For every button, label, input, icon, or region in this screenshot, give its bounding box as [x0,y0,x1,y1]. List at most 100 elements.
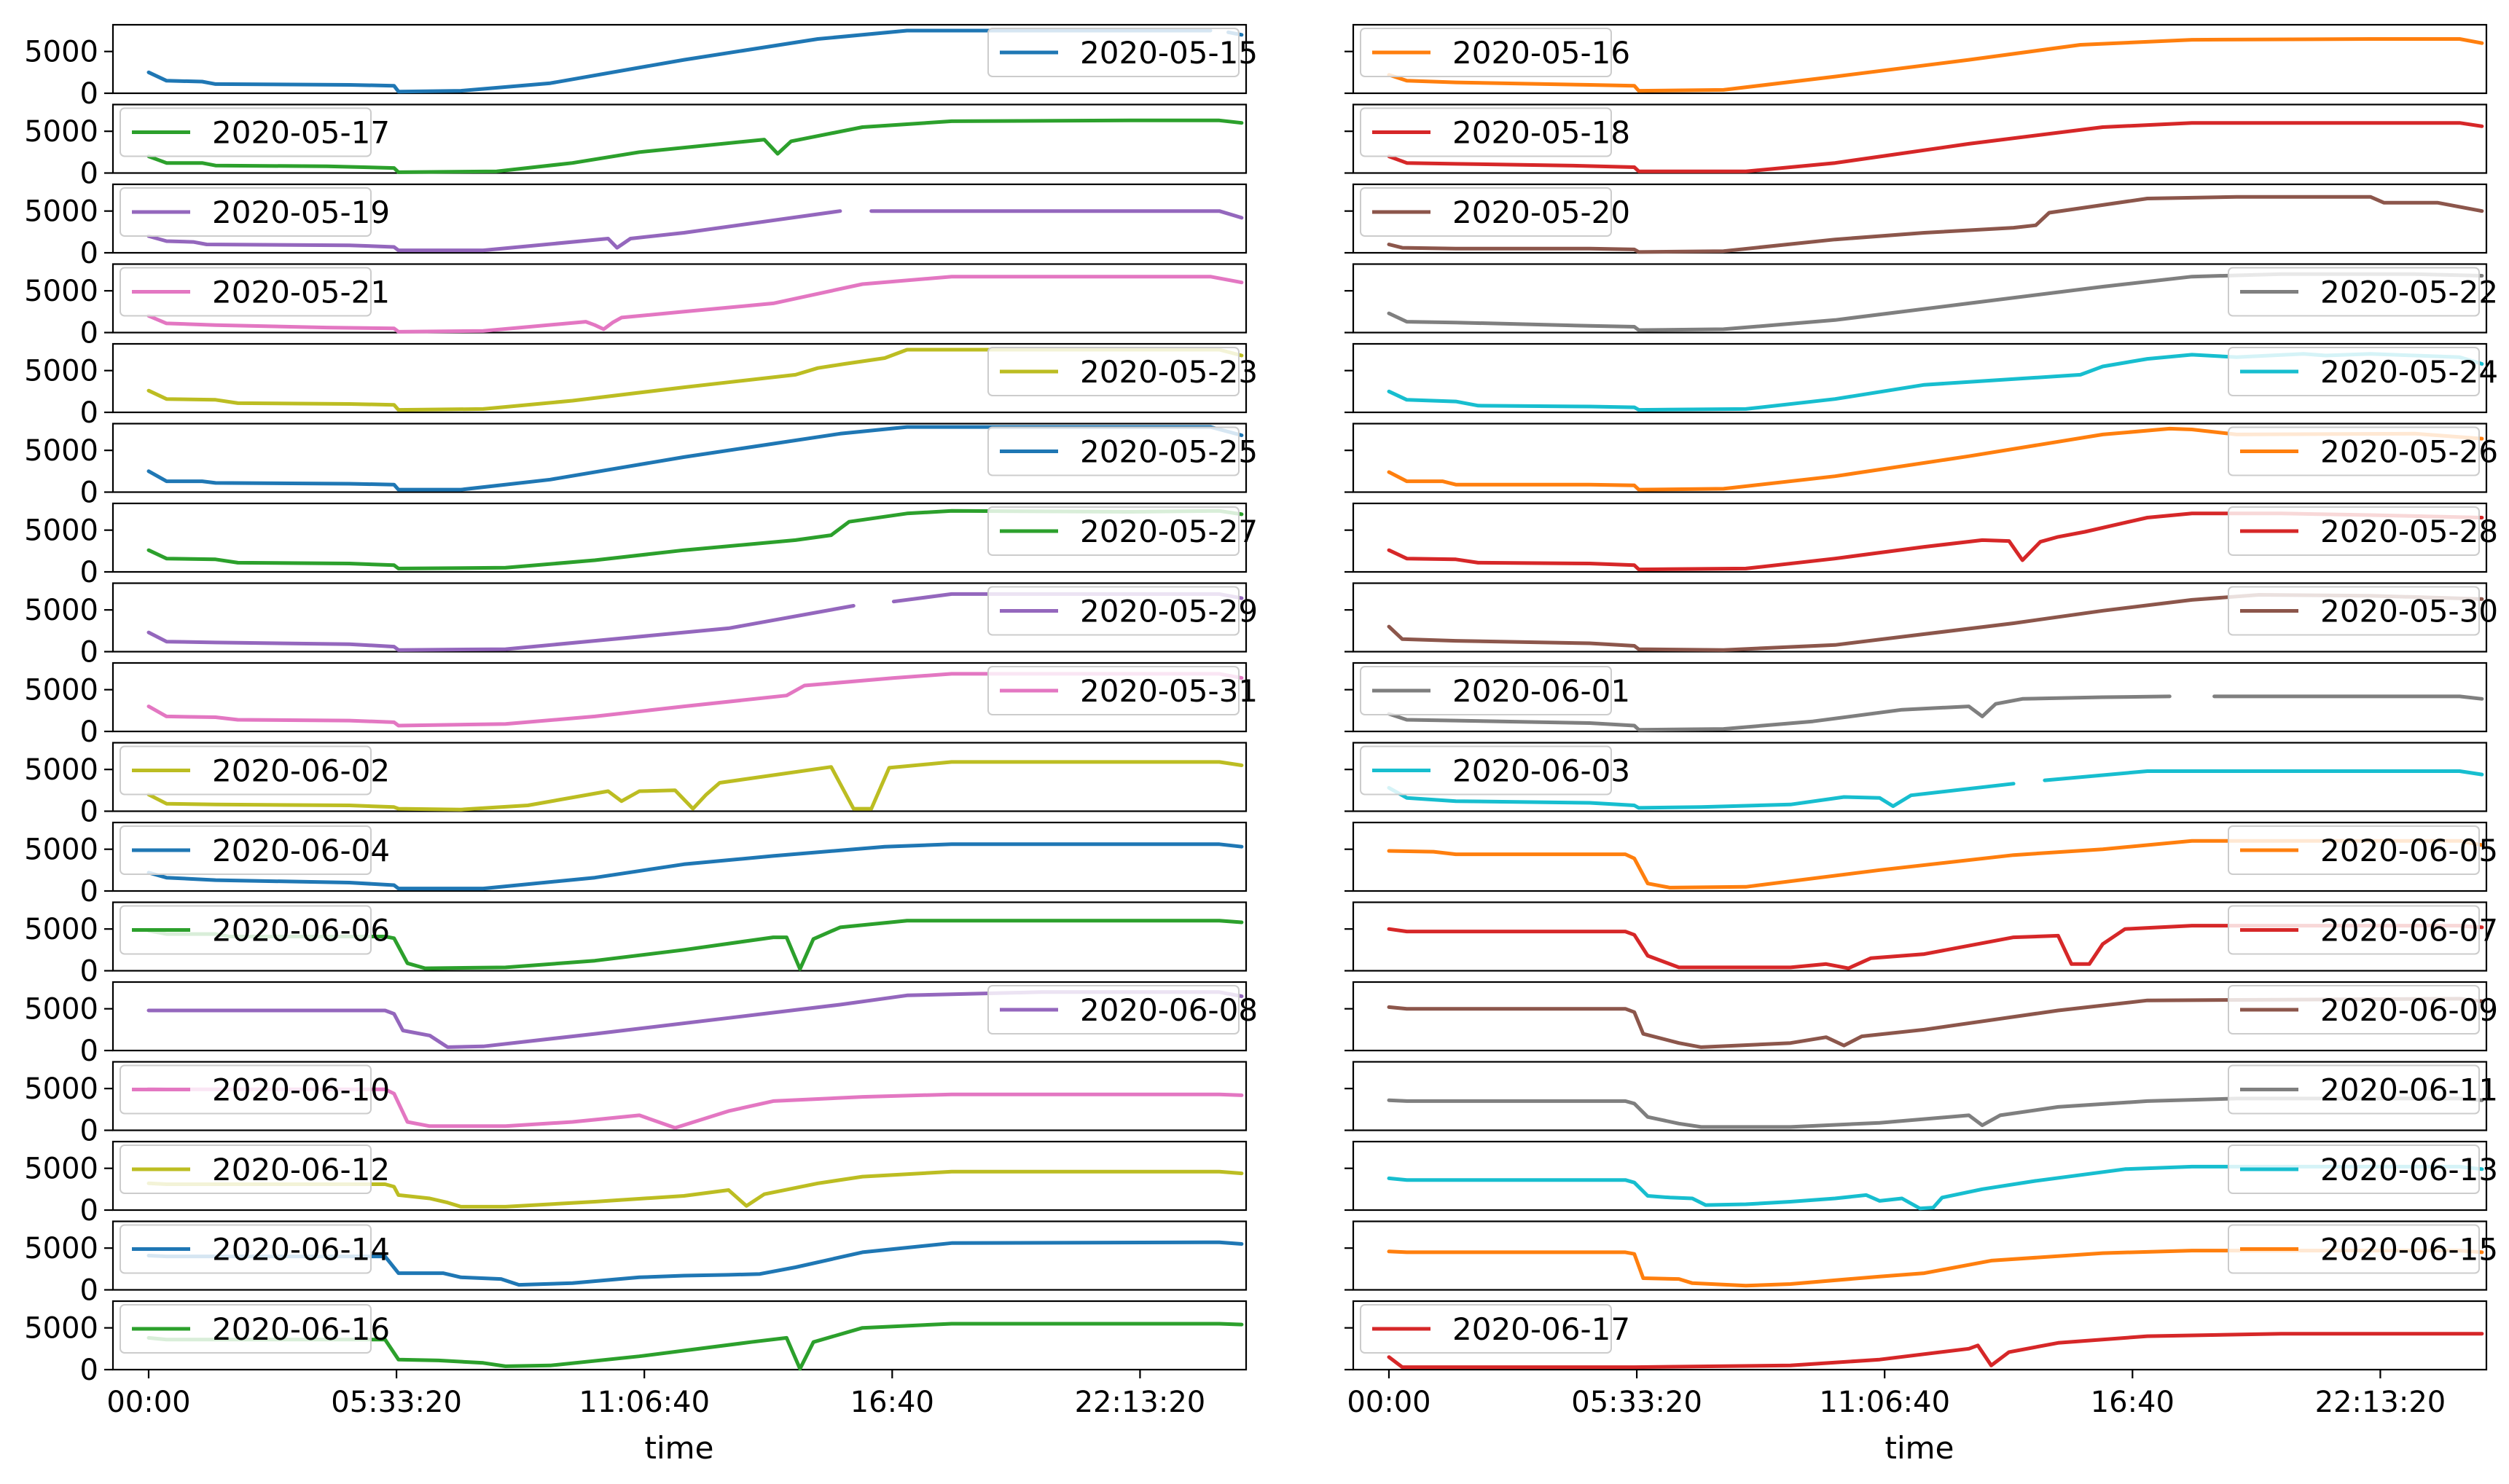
panel-frame [111,342,1248,414]
legend-box [987,426,1240,476]
legend-label: 2020-05-24 [2320,354,2498,390]
y-tick-label: 5000 [24,1232,98,1265]
panel-frame [111,502,1248,573]
legend-2020-06-04: 2020-06-04 [120,825,390,875]
x-axis-right: 00:00 05:33:20 11:06:40 16:40 22:13:20 [1347,1370,2446,1419]
legend-label: 2020-05-21 [212,275,390,310]
panel-2020-06-09: 2020-06-09 [1344,981,2498,1052]
y-tick-label: 5000 [24,195,98,229]
panel-frame [1352,1300,2488,1371]
series-line-2020-05-19 [146,209,1244,253]
legend-label: 2020-06-11 [2320,1072,2498,1108]
legend-2020-05-23: 2020-05-23 [987,347,1258,396]
legend-box [2228,586,2480,636]
panel-2020-06-07: 2020-06-07 [1344,901,2498,972]
series-line-2020-06-16 [146,1322,1244,1371]
legend-2020-06-08: 2020-06-08 [987,985,1258,1035]
legend-label: 2020-06-12 [212,1152,390,1187]
legend-2020-06-05: 2020-06-05 [2228,825,2498,875]
legend-2020-06-11: 2020-06-11 [2228,1064,2498,1115]
legend-2020-06-10: 2020-06-10 [120,1064,390,1115]
panel-2020-06-08: 5000 0 2020-06-08 [24,981,1258,1068]
legend-2020-05-25: 2020-05-25 [987,426,1258,476]
panel-frame [111,103,1248,174]
series-line-2020-06-10 [146,1086,1244,1130]
y-tick-label: 0 [80,715,98,749]
series-line-2020-06-02 [146,760,1244,812]
x-tick-label: 22:13:20 [1075,1386,1206,1419]
panel-2020-06-11: 2020-06-11 [1344,1061,2498,1131]
y-tick-label: 5000 [24,514,98,548]
legend-box [2228,1224,2480,1274]
panel-2020-05-19: 5000 0 2020-05-19 [24,183,1248,270]
series-line-2020-06-04 [146,842,1244,891]
panel-frame [111,263,1248,334]
panel-2020-05-31: 5000 0 2020-05-31 [24,661,1258,749]
legend-label: 2020-05-22 [2320,275,2498,310]
legend-label: 2020-06-04 [212,833,390,868]
y-tick-label: 0 [80,1115,98,1148]
x-tick-label: 05:33:20 [1571,1386,1702,1419]
panel-frame [1352,23,2488,95]
y-tick-label: 5000 [24,355,98,388]
series-line-2020-05-21 [146,275,1244,334]
series-line-2020-05-17 [146,118,1244,174]
series-line-2020-06-13 [1387,1164,2484,1211]
x-tick-label: 11:06:40 [1819,1386,1950,1419]
legend-box [120,905,372,955]
panel-2020-05-15: 5000 0 2020-05-15 [24,23,1258,111]
panel-frame [111,423,1248,493]
legend-label: 2020-05-29 [1080,594,1258,629]
legend-label: 2020-06-09 [2320,992,2498,1028]
panel-frame [111,1140,1248,1212]
legend-box [2228,1064,2480,1115]
panel-frame [111,742,1248,812]
legend-box [987,586,1240,636]
legend-2020-06-03: 2020-06-03 [1360,745,1630,796]
y-tick-label: 0 [80,796,98,829]
legend-label: 2020-06-06 [212,913,390,949]
legend-label: 2020-06-14 [212,1232,390,1268]
legend-label: 2020-05-31 [1080,673,1258,709]
legend-box [120,1064,372,1115]
y-tick-label: 5000 [24,594,98,627]
legend-box [987,506,1240,556]
legend-label: 2020-05-30 [2320,594,2498,629]
series-line-2020-06-14 [146,1240,1244,1287]
legend-label: 2020-05-23 [1080,354,1258,390]
panel-frame [111,661,1248,733]
panel-2020-05-30: 2020-05-30 [1344,582,2498,653]
legend-label: 2020-06-03 [1452,753,1630,789]
panel-2020-05-24: 2020-05-24 [1344,342,2498,414]
legend-box [120,825,372,875]
x-tick-label: 16:40 [2091,1386,2175,1419]
series-line-2020-06-11 [1387,1096,2484,1129]
x-tick-label: 16:40 [850,1386,934,1419]
legend-2020-05-24: 2020-05-24 [2228,347,2498,396]
legend-label: 2020-05-17 [212,115,390,151]
legend-label: 2020-05-26 [2320,434,2498,470]
legend-2020-05-19: 2020-05-19 [120,187,390,237]
legend-box [2228,985,2480,1035]
panel-2020-06-02: 5000 0 2020-06-02 [24,742,1248,829]
legend-2020-05-20: 2020-05-20 [1360,187,1630,237]
panel-2020-06-01: 2020-06-01 [1344,661,2488,733]
legend-label: 2020-06-17 [1452,1311,1630,1347]
series-line-2020-06-15 [1387,1249,2484,1288]
y-tick-label: 0 [80,1035,98,1068]
panel-2020-06-05: 2020-06-05 [1344,821,2498,892]
panel-grid: 5000 0 2020-05-15 2020-05-16 5000 0 2020-05-17… [24,23,2498,1387]
panel-frame [111,23,1248,95]
y-tick-label: 0 [80,636,98,670]
legend-label: 2020-05-20 [1452,195,1630,230]
legend-label: 2020-06-08 [1080,992,1258,1028]
legend-2020-05-17: 2020-05-17 [120,107,390,157]
legend-box [120,1304,372,1354]
panel-frame [111,183,1248,254]
legend-2020-06-06: 2020-06-06 [120,905,390,955]
legend-box [120,107,372,157]
legend-2020-05-21: 2020-05-21 [120,267,390,317]
y-tick-label: 5000 [24,1312,98,1346]
legend-2020-05-30: 2020-05-30 [2228,586,2498,636]
